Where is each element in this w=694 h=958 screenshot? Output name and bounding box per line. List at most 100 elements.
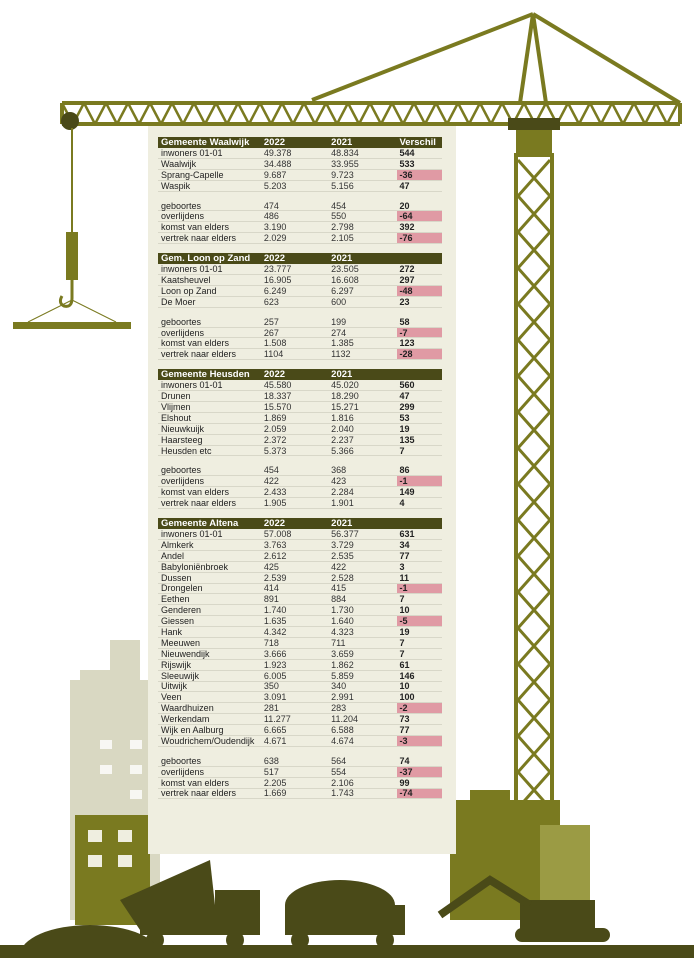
table-row: vertrek naar elders 1.905 1.901 4: [158, 498, 442, 510]
value-2021: 1.730: [331, 605, 354, 616]
difference: 77: [399, 550, 410, 561]
difference: 7: [399, 594, 405, 605]
difference: 3: [399, 561, 405, 572]
table-section: Gemeente Waalwijk 2022 2021 Verschil inwoner…: [158, 137, 442, 245]
row-label: Genderen: [161, 605, 202, 616]
value-2021: 48.834: [331, 147, 359, 158]
value-2021: 5.366: [331, 445, 354, 456]
value-2021: 56.377: [331, 529, 359, 539]
section-title: Gemeente Altena: [161, 518, 239, 530]
value-2022: 2.372: [263, 434, 287, 445]
difference: 149: [399, 487, 415, 498]
table-row: overlijdens 422 423 -1: [158, 476, 442, 488]
value-2021: 422: [331, 561, 347, 572]
column-header-2022: 2022: [263, 518, 286, 530]
value-2021: 3.729: [331, 539, 354, 550]
difference: -2: [397, 703, 442, 713]
table-row: De Moer 623 600 23: [158, 297, 442, 308]
value-2021: 274: [331, 327, 347, 338]
difference: 100: [399, 692, 415, 703]
value-2021: 23.505: [331, 264, 359, 275]
value-2022: 9.687: [263, 169, 287, 180]
row-gap: [158, 308, 442, 317]
row-label: vertrek naar elders: [161, 498, 237, 509]
value-2021: 33.955: [331, 158, 359, 169]
value-2021: 884: [331, 594, 347, 605]
value-2022: 3.091: [263, 692, 287, 703]
table-row: Loon op Zand 6.249 6.297 -48: [158, 286, 442, 297]
value-2021: 1.816: [331, 412, 354, 423]
value-2021: 4.674: [331, 735, 354, 746]
table-row: inwoners 01-01 49.378 48.834 544: [158, 148, 442, 159]
table-row: Sprang-Capelle 9.687 9.723 -36: [158, 170, 442, 181]
table-row: komst van elders 1.508 1.385 123: [158, 338, 442, 350]
table-row: Veen 3.091 2.991 100: [158, 692, 442, 704]
section-title: Gemeente Waalwijk: [161, 137, 250, 148]
column-header-2022: 2022: [263, 253, 286, 265]
row-label: overlijdens: [161, 476, 205, 487]
difference: 11: [399, 572, 409, 583]
table-row: Almkerk 3.763 3.729 34: [158, 540, 442, 551]
value-2021: 423: [331, 476, 347, 487]
table-row: inwoners 01-01 45.580 45.020 560: [158, 380, 442, 392]
value-2021: 1.901: [331, 498, 354, 509]
value-2022: 2.539: [263, 572, 287, 583]
row-label: inwoners 01-01: [161, 529, 223, 539]
value-2022: 15.570: [263, 401, 292, 412]
difference: 61: [399, 659, 410, 670]
value-2022: 23.777: [263, 264, 292, 275]
row-label: vertrek naar elders: [161, 349, 237, 360]
row-label: Wijk en Aalburg: [161, 725, 224, 736]
value-2021: 11.204: [331, 714, 359, 725]
difference: -1: [397, 583, 442, 593]
excavator: [437, 875, 610, 942]
section-gap: [158, 244, 442, 253]
row-label: komst van elders: [161, 338, 230, 349]
table-row: Genderen 1.740 1.730 10: [158, 605, 442, 617]
table-row: overlijdens 517 554 -37: [158, 767, 442, 778]
column-header-verschil: [397, 369, 442, 380]
column-header-2022: 2022: [263, 369, 286, 381]
value-2022: 6.249: [263, 285, 287, 296]
table-row: komst van elders 2.433 2.284 149: [158, 487, 442, 499]
value-2022: 18.337: [263, 391, 292, 402]
row-label: Waalwijk: [161, 158, 197, 169]
difference: 4: [399, 498, 405, 509]
value-2022: 5.203: [263, 180, 287, 191]
row-label: komst van elders: [161, 487, 230, 498]
difference: 10: [399, 605, 410, 616]
row-label: Veen: [161, 692, 182, 703]
section-title: Gemeente Heusden: [161, 369, 250, 381]
table-row: Waardhuizen 281 283 -2: [158, 703, 442, 715]
table-row: Nieuwkuijk 2.059 2.040 19: [158, 424, 442, 435]
mixer-truck: [285, 880, 405, 949]
difference: 533: [399, 158, 415, 169]
value-2022: 1.508: [263, 338, 287, 349]
value-2022: 4.671: [263, 735, 287, 746]
table-row: Rijswijk 1.923 1.862 61: [158, 660, 442, 671]
value-2021: 368: [331, 465, 347, 476]
difference: 47: [399, 391, 410, 402]
value-2022: 1.923: [263, 659, 287, 670]
data-panel: [148, 126, 456, 854]
row-label: overlijdens: [161, 211, 205, 222]
table-row: inwoners 01-01 23.777 23.505 272: [158, 264, 442, 276]
difference: -28: [397, 349, 442, 359]
difference: 7: [399, 648, 405, 659]
value-2022: 1104: [263, 349, 284, 360]
difference: 560: [399, 380, 415, 391]
value-2021: 5.859: [331, 670, 354, 681]
value-2022: 257: [263, 316, 279, 327]
value-2022: 425: [263, 561, 279, 572]
table-row: Heusden etc 5.373 5.366 7: [158, 446, 442, 457]
difference: 544: [399, 147, 415, 158]
value-2021: 415: [331, 583, 347, 594]
value-2022: 1.669: [263, 788, 287, 799]
difference: 297: [399, 274, 415, 285]
value-2021: 1132: [331, 349, 351, 360]
row-label: Waardhuizen: [161, 703, 214, 714]
value-2021: 2.284: [331, 487, 354, 498]
value-2022: 34.488: [263, 158, 292, 169]
difference: 73: [399, 714, 410, 725]
column-header-verschil: Verschil: [399, 137, 436, 148]
